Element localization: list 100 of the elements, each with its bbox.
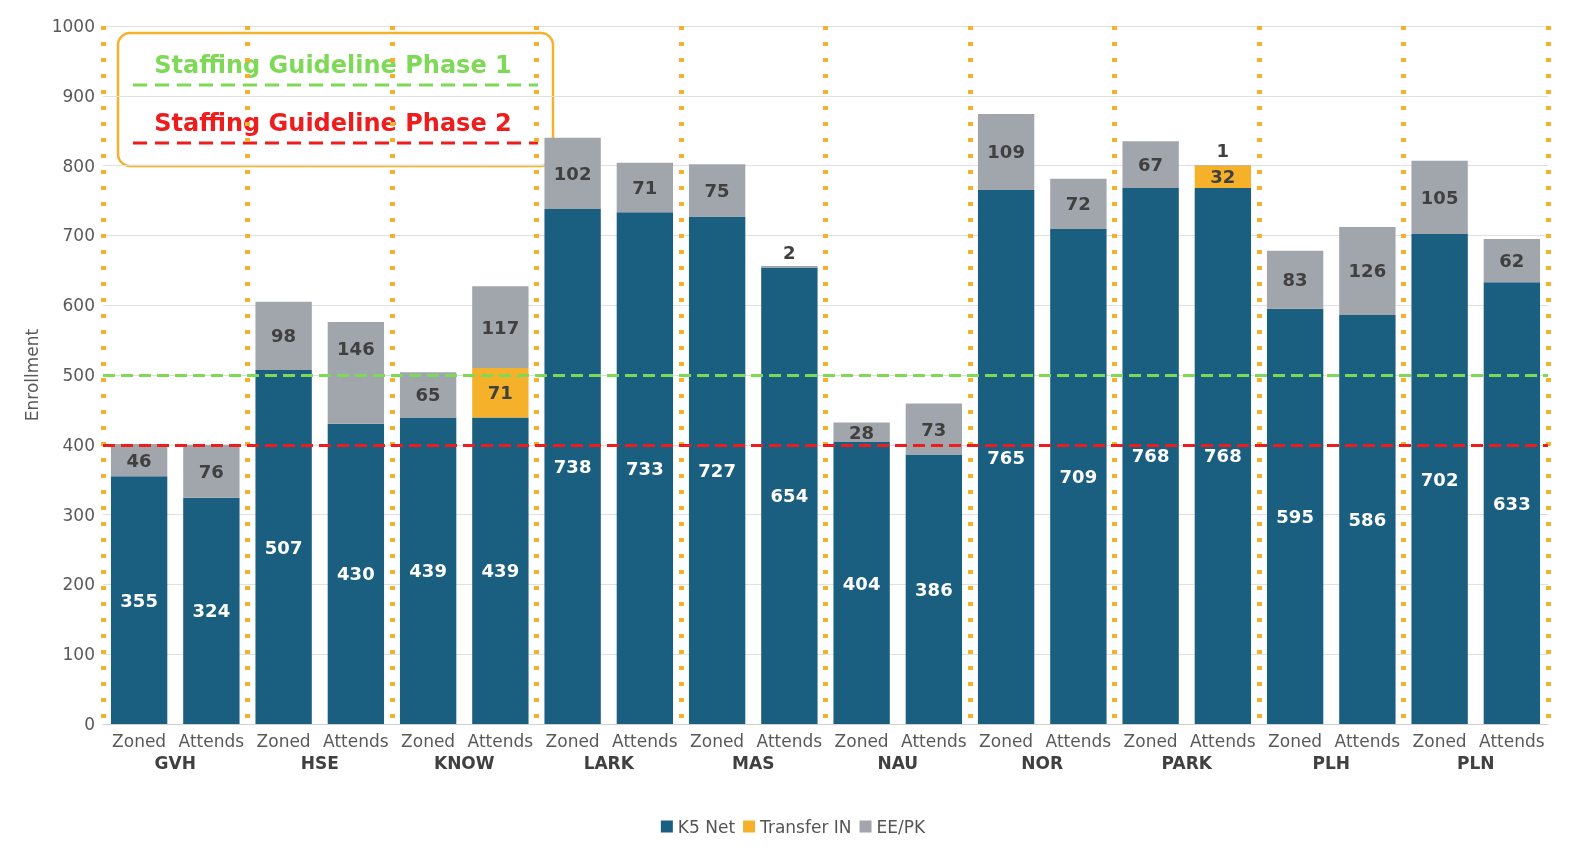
x-tick-label: Zoned — [834, 730, 889, 751]
y-axis-title: Enrollment — [22, 328, 43, 422]
bar — [399, 417, 457, 724]
text: PLH — [1312, 752, 1351, 773]
data-label: 75 — [704, 179, 730, 201]
bar — [327, 321, 385, 424]
bar — [1050, 229, 1107, 724]
y-tick-label: 200 — [62, 574, 95, 595]
bar — [616, 212, 674, 724]
bar — [255, 370, 312, 724]
data-label: 117 — [481, 316, 520, 338]
bar — [977, 190, 1035, 724]
data-label: 386 — [915, 578, 953, 600]
data-label: 1 — [1216, 140, 1230, 162]
data-label: 83 — [1282, 269, 1308, 291]
data-label: 654 — [770, 485, 809, 507]
bar — [977, 113, 1035, 191]
bar — [1339, 227, 1396, 315]
data-label: 404 — [842, 572, 881, 594]
bar — [761, 267, 818, 724]
data-label: 32 — [1210, 166, 1236, 188]
data-label: 98 — [271, 325, 297, 347]
x-tick-label: Attends — [1045, 730, 1112, 751]
y-tick-label: 300 — [62, 504, 95, 525]
y-tick-label: 400 — [62, 434, 95, 455]
bar — [472, 417, 529, 724]
legend-label: EE/PK — [876, 816, 927, 837]
data-label: 727 — [698, 459, 736, 481]
y-tick-label: 100 — [62, 644, 95, 665]
x-tick-label: Attends — [1479, 730, 1545, 751]
data-label: 355 — [120, 589, 158, 611]
bar — [833, 442, 890, 724]
bar — [1266, 250, 1324, 309]
bar — [183, 497, 240, 724]
data-label: 768 — [1204, 445, 1242, 467]
bar — [1266, 308, 1324, 724]
x-tick-label: Attends — [323, 730, 389, 751]
bar — [255, 301, 312, 371]
x-tick-label: Zoned — [112, 730, 167, 751]
x-tick-label: Attends — [901, 730, 967, 751]
text: PLN — [1456, 752, 1495, 773]
data-label: 72 — [1065, 193, 1091, 215]
ref-line-label: Staffing Guideline Phase 1 — [154, 51, 512, 79]
x-tick-label: Attends — [756, 730, 823, 751]
bar — [1411, 234, 1468, 724]
data-label: 633 — [1493, 492, 1531, 514]
data-label: 507 — [264, 536, 303, 558]
x-tick-label: Zoned — [545, 730, 600, 751]
x-tick-label: Attends — [612, 730, 678, 751]
text: LARK — [583, 752, 635, 773]
bar — [472, 368, 529, 418]
bar — [183, 444, 240, 498]
bar — [544, 137, 601, 209]
bar — [1050, 178, 1107, 230]
data-label: 67 — [1138, 154, 1164, 176]
data-label: 76 — [198, 460, 224, 482]
y-tick-label: 1000 — [51, 16, 95, 36]
x-tick-label: Zoned — [256, 730, 311, 751]
y-tick-label: 700 — [62, 225, 95, 246]
data-label: 738 — [553, 455, 592, 477]
data-label: 73 — [921, 418, 947, 440]
text: GVH — [154, 752, 196, 773]
data-label: 702 — [1420, 468, 1459, 490]
data-label: 28 — [849, 421, 875, 443]
bar — [110, 476, 168, 724]
bar — [1339, 314, 1396, 724]
bar — [1483, 238, 1541, 283]
data-label: 324 — [192, 600, 231, 622]
data-label: 439 — [409, 560, 447, 582]
data-label: 2 — [783, 241, 796, 263]
bar — [616, 162, 674, 213]
data-label: 595 — [1276, 505, 1314, 527]
bar — [327, 423, 385, 724]
data-label: 71 — [632, 177, 658, 199]
legend-label: Transfer IN — [759, 816, 852, 837]
text: PARK — [1161, 752, 1213, 773]
data-label: 62 — [1499, 250, 1525, 272]
text: HSE — [300, 752, 339, 773]
x-tick-label: Attends — [1334, 730, 1401, 751]
bar — [1122, 187, 1179, 724]
x-tick-label: Attends — [467, 730, 534, 751]
text: MAS — [732, 752, 775, 773]
data-label: 109 — [987, 141, 1025, 163]
bar — [472, 286, 529, 369]
text: KNOW — [433, 752, 495, 773]
bar — [688, 216, 746, 724]
x-tick-label: Attends — [1190, 730, 1256, 751]
bar — [1194, 187, 1252, 724]
x-tick-label: Zoned — [979, 730, 1034, 751]
data-label: 430 — [337, 563, 375, 585]
y-tick-label: 800 — [62, 155, 95, 176]
data-label: 102 — [553, 162, 592, 184]
data-label: 126 — [1348, 260, 1387, 282]
data-label: 439 — [481, 560, 520, 582]
data-label: 768 — [1131, 445, 1170, 467]
bar — [688, 164, 746, 217]
x-tick-label: Attends — [178, 730, 245, 751]
y-tick-label: 0 — [84, 714, 95, 734]
x-tick-label: Zoned — [1268, 730, 1323, 751]
data-label: 65 — [415, 384, 441, 406]
